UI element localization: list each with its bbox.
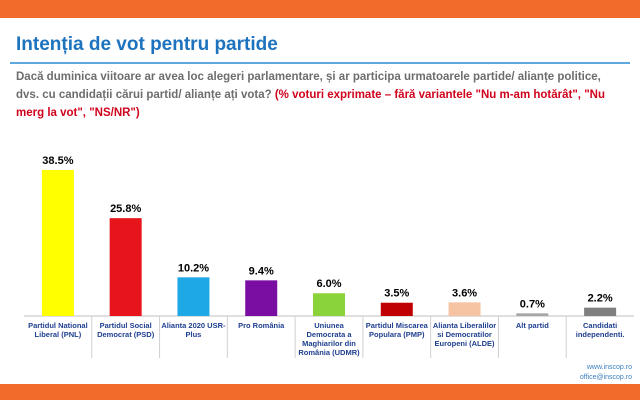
- footer-email: office@inscop.ro: [579, 374, 632, 381]
- title-rule: [10, 62, 630, 64]
- x-tick-label: Alt partid: [515, 321, 549, 330]
- value-label: 6.0%: [316, 278, 341, 290]
- value-label: 38.5%: [42, 155, 73, 167]
- bar: [245, 280, 278, 316]
- bar: [584, 307, 617, 316]
- value-label: 10.2%: [178, 262, 209, 274]
- bar: [313, 293, 345, 316]
- x-tick-label: Partidul National Liberal (PNL): [28, 321, 88, 339]
- bottom-band: [0, 384, 640, 400]
- bar: [41, 170, 74, 316]
- x-tick-label: Partidul Miscarea Populara (PMP): [365, 321, 428, 339]
- x-tick-label: Pro România: [238, 321, 285, 330]
- value-label: 3.5%: [384, 288, 409, 300]
- x-tick-label: Candidati independenti.: [575, 321, 625, 339]
- footer-web: www.inscop.ro: [586, 364, 632, 371]
- bar: [380, 302, 413, 316]
- value-label: 25.8%: [110, 203, 141, 215]
- value-label: 9.4%: [249, 265, 274, 277]
- question: Dacă duminica viitoare ar avea loc alege…: [16, 68, 626, 122]
- x-tick-label: Uniunea Democrata a Maghiarilor din Româ…: [298, 321, 360, 357]
- value-label: 3.6%: [452, 287, 477, 299]
- value-label: 0.7%: [520, 298, 545, 310]
- top-band: [0, 0, 640, 18]
- x-tick-label: Partidul Social Democrat (PSD): [97, 321, 155, 339]
- x-tick-label: Alianta Liberalilor si Democratilor Euro…: [432, 321, 497, 348]
- question-note: (% voturi exprimate – fără variantele "N…: [16, 89, 605, 119]
- chart-title: Intenția de vot pentru partide: [16, 34, 278, 55]
- question-text: Dacă duminica viitoare ar avea loc alege…: [16, 71, 601, 101]
- bar: [109, 218, 142, 316]
- bar: [516, 313, 549, 316]
- value-label: 2.2%: [588, 293, 613, 305]
- bar: [177, 277, 210, 316]
- bar: [448, 302, 481, 316]
- x-tick-label: Alianta 2020 USR-Plus: [161, 321, 226, 339]
